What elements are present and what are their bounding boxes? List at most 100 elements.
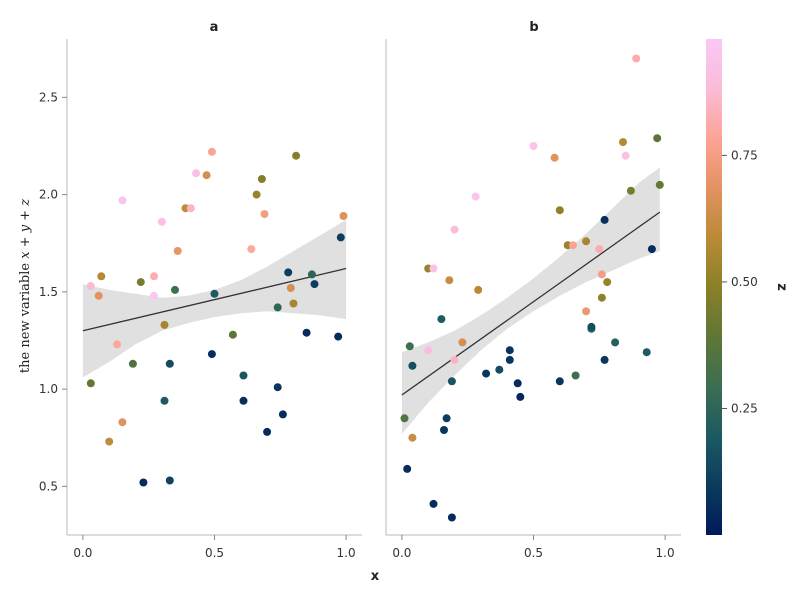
colorbar-tick-label-0: 0.25: [731, 401, 758, 415]
x-tick-label-a-1: 0.5: [205, 546, 224, 560]
data-point-a-15: [160, 320, 169, 329]
data-point-b-40: [600, 215, 609, 224]
confidence-band-a: [82, 219, 347, 378]
data-point-b-25: [516, 392, 525, 401]
data-point-b-29: [555, 377, 564, 386]
data-point-b-15: [450, 225, 459, 234]
panel-b: b 0.0 0.5 1.0: [385, 20, 681, 560]
data-point-b-41: [600, 355, 609, 364]
y-axis-title-math: x + y + z: [18, 199, 33, 259]
data-point-b-8: [429, 499, 438, 508]
y-tick-label-0: 0.5: [39, 479, 58, 493]
data-point-a-1: [94, 291, 103, 300]
data-point-a-27: [228, 330, 237, 339]
panel-title-a: a: [210, 20, 219, 35]
data-point-b-34: [582, 307, 591, 316]
y-tick-label-3: 2.0: [39, 188, 58, 202]
data-point-b-42: [603, 278, 612, 287]
data-point-a-17: [165, 476, 174, 485]
data-point-b-10: [440, 426, 448, 434]
data-point-a-5: [113, 340, 122, 349]
data-point-b-47: [632, 54, 641, 63]
data-point-a-41: [292, 151, 301, 160]
data-point-a-14: [160, 396, 169, 405]
data-point-a-37: [278, 410, 287, 419]
data-point-b-2: [405, 342, 414, 351]
data-point-b-27: [550, 153, 559, 162]
confidence-band-b: [401, 167, 660, 434]
data-point-b-16: [450, 355, 459, 364]
data-point-a-10: [139, 478, 148, 487]
y-axis-title-prefix: the new variable: [18, 259, 33, 373]
y-tick-label-1: 1.0: [39, 382, 58, 396]
data-point-a-45: [334, 332, 343, 341]
x-tick-label-b-1: 0.5: [524, 546, 543, 560]
y-axis-title: the new variable x + y + z: [18, 199, 33, 373]
data-point-a-25: [207, 350, 216, 359]
data-point-b-17: [458, 338, 467, 347]
data-point-a-40: [289, 299, 298, 308]
data-point-b-18: [471, 192, 480, 201]
data-point-a-0: [86, 282, 95, 290]
panel-a: a 0.0 0.5 1.0 0.5 1.0 1.5 2.0 2.5: [39, 20, 362, 560]
data-point-a-22: [192, 169, 201, 178]
data-point-b-0: [400, 414, 409, 423]
data-point-b-23: [505, 355, 514, 364]
data-point-b-44: [619, 138, 627, 147]
data-point-a-46: [336, 233, 345, 242]
data-point-a-30: [247, 245, 256, 254]
data-point-b-46: [626, 186, 635, 195]
regression-line-b: [401, 211, 661, 396]
y-tick-label-4: 2.5: [39, 90, 58, 104]
data-point-a-7: [118, 196, 127, 205]
data-point-b-37: [595, 245, 604, 254]
data-point-b-14: [447, 513, 456, 522]
colorbar-title: z: [774, 283, 789, 291]
data-point-b-31: [569, 241, 577, 250]
data-point-b-32: [571, 371, 580, 380]
data-point-a-44: [310, 280, 319, 289]
data-point-b-38: [597, 270, 606, 279]
data-point-b-20: [482, 369, 491, 378]
data-point-a-43: [307, 270, 316, 279]
y-tick-label-2: 1.5: [39, 285, 58, 299]
data-point-a-12: [150, 291, 158, 300]
data-point-a-6: [118, 418, 127, 427]
data-point-a-2: [97, 272, 106, 281]
x-tick-label-b-2: 1.0: [656, 546, 675, 560]
colorbar-gradient: [706, 39, 722, 535]
data-point-b-3: [408, 361, 417, 370]
data-point-b-36: [587, 322, 596, 331]
data-point-b-26: [529, 142, 538, 150]
x-axis-title: x: [371, 569, 380, 584]
data-point-a-4: [105, 437, 114, 446]
data-point-b-6: [424, 346, 433, 355]
data-point-a-8: [128, 359, 137, 368]
colorbar: 0.25 0.50 0.75 z: [706, 39, 789, 535]
data-point-b-45: [621, 151, 630, 160]
data-point-a-21: [186, 204, 195, 213]
data-point-a-33: [260, 210, 269, 219]
x-tick-label-a-2: 1.0: [337, 546, 356, 560]
data-point-a-23: [202, 171, 211, 180]
data-point-b-24: [513, 379, 522, 388]
data-point-b-49: [647, 245, 656, 254]
data-point-b-22: [505, 346, 514, 355]
x-tick-label-b-0: 0.0: [392, 546, 411, 560]
data-point-a-11: [150, 272, 158, 281]
data-point-b-7: [429, 264, 438, 273]
data-point-a-16: [165, 359, 174, 368]
data-point-a-39: [286, 284, 295, 292]
data-point-b-48: [642, 348, 651, 357]
x-tick-label-a-0: 0.0: [73, 546, 92, 560]
colorbar-tick-label-1: 0.50: [731, 275, 758, 289]
data-point-a-36: [273, 383, 282, 392]
data-point-a-9: [136, 278, 145, 287]
data-point-a-34: [263, 427, 272, 436]
data-point-a-28: [239, 371, 248, 380]
panel-title-b: b: [529, 20, 538, 35]
data-point-b-1: [403, 464, 412, 473]
data-point-a-29: [239, 396, 248, 405]
data-point-b-13: [447, 377, 456, 386]
